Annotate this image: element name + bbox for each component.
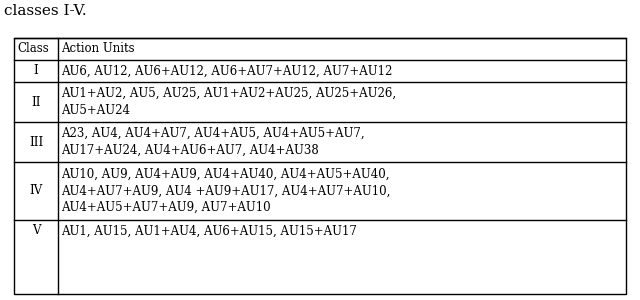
Text: AU6, AU12, AU6+AU12, AU6+AU7+AU12, AU7+AU12: AU6, AU12, AU6+AU12, AU6+AU7+AU12, AU7+A… [61, 64, 392, 77]
Bar [14, 38, 626, 294]
Text: classes I-V.: classes I-V. [4, 4, 86, 18]
Text: IV: IV [29, 184, 43, 197]
Text: V: V [32, 224, 40, 238]
Text: I: I [34, 64, 38, 77]
Text: AU1+AU2, AU5, AU25, AU1+AU2+AU25, AU25+AU26,
AU5+AU24: AU1+AU2, AU5, AU25, AU1+AU2+AU25, AU25+A… [61, 87, 396, 117]
Text: AU1, AU15, AU1+AU4, AU6+AU15, AU15+AU17: AU1, AU15, AU1+AU4, AU6+AU15, AU15+AU17 [61, 224, 357, 238]
Text: AU10, AU9, AU4+AU9, AU4+AU40, AU4+AU5+AU40,
AU4+AU7+AU9, AU4 +AU9+AU17, AU4+AU7+: AU10, AU9, AU4+AU9, AU4+AU40, AU4+AU5+AU… [61, 168, 390, 214]
Text: A23, AU4, AU4+AU7, AU4+AU5, AU4+AU5+AU7,
AU17+AU24, AU4+AU6+AU7, AU4+AU38: A23, AU4, AU4+AU7, AU4+AU5, AU4+AU5+AU7,… [61, 127, 365, 157]
Text: II: II [31, 95, 41, 109]
Text: Class: Class [17, 43, 49, 56]
Text: III: III [29, 136, 43, 148]
Text: Action Units: Action Units [61, 43, 134, 56]
